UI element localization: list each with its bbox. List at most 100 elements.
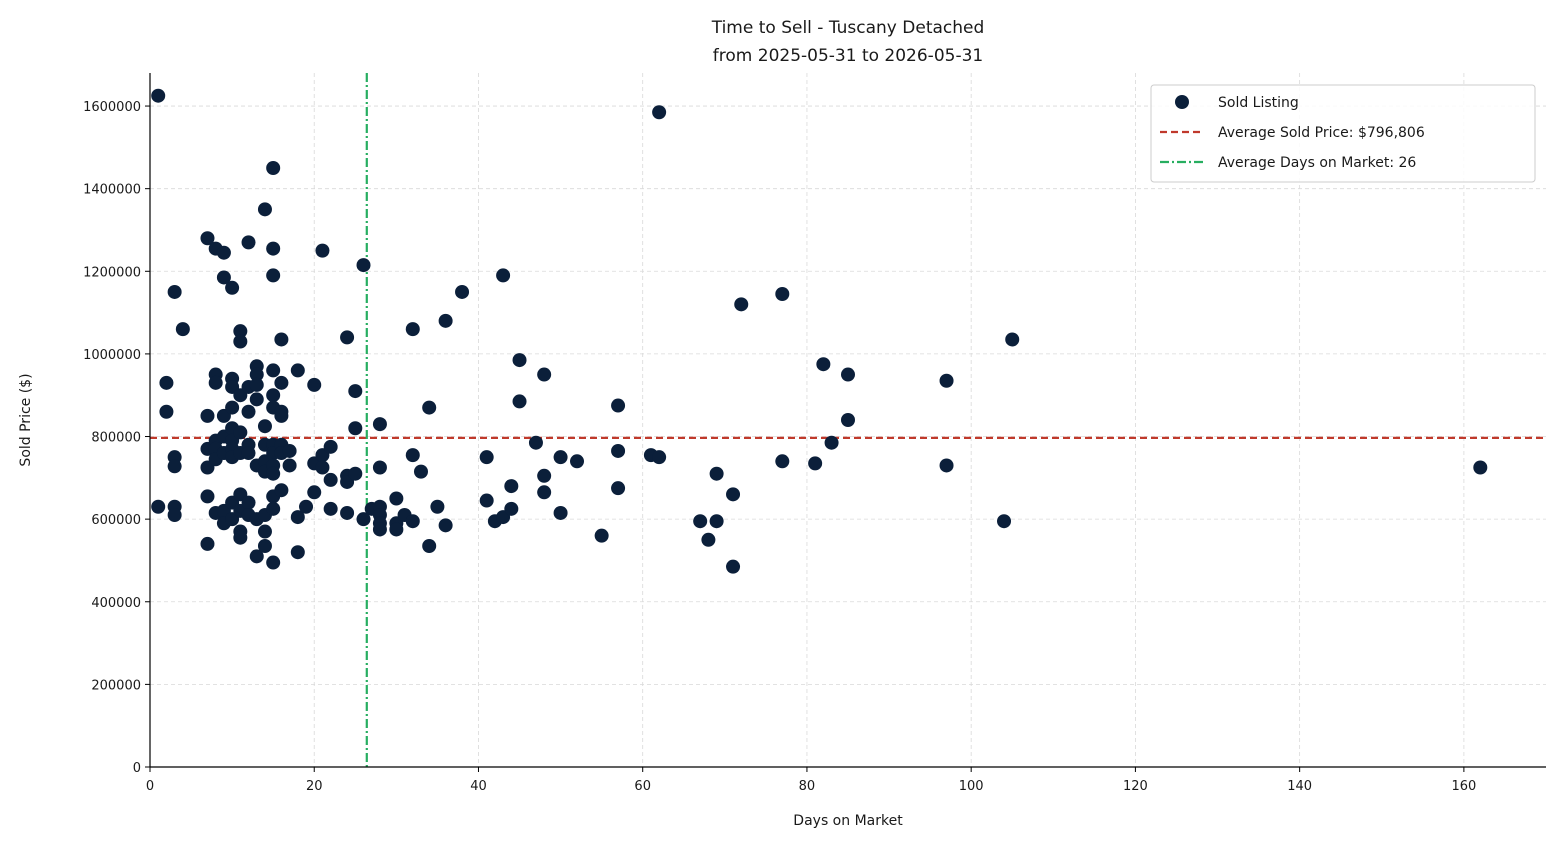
data-point (611, 481, 626, 496)
data-point (340, 505, 355, 520)
axes (149, 73, 1546, 768)
data-point (405, 322, 420, 337)
y-tick-label: 800000 (91, 431, 141, 446)
legend: Sold Listing Average Sold Price: $796,80… (1150, 84, 1536, 183)
data-point (290, 545, 305, 560)
data-point (512, 394, 527, 409)
data-point (405, 448, 420, 463)
data-point (709, 466, 724, 481)
x-tick-label: 160 (1451, 779, 1476, 794)
x-tick-label: 140 (1287, 779, 1312, 794)
legend-label-sold-listing: Sold Listing (1218, 95, 1299, 111)
y-tick-label: 1000000 (83, 348, 141, 363)
y-tick-label: 1600000 (83, 100, 141, 115)
x-tick-label: 60 (634, 779, 651, 794)
data-point (1005, 332, 1020, 347)
data-point (775, 287, 790, 302)
data-points (151, 88, 1488, 574)
data-point (726, 487, 741, 502)
data-point (504, 501, 519, 516)
x-tick-label: 100 (959, 779, 984, 794)
data-point (274, 483, 289, 498)
data-point (479, 450, 494, 465)
data-point (528, 435, 543, 450)
data-point (266, 555, 281, 570)
x-axis-label: Days on Market (793, 813, 903, 829)
average-lines (150, 73, 1546, 767)
data-point (372, 460, 387, 475)
data-point (315, 460, 330, 475)
data-point (340, 330, 355, 345)
data-point (241, 235, 256, 250)
data-point (323, 472, 338, 487)
data-point (455, 284, 470, 299)
data-point (701, 532, 716, 547)
data-point (299, 499, 314, 514)
data-point (225, 400, 240, 415)
data-point (553, 450, 568, 465)
y-tick-label: 0 (133, 761, 141, 776)
y-axis-label: Sold Price ($) (18, 373, 34, 466)
data-point (693, 514, 708, 529)
data-point (504, 479, 519, 494)
data-point (266, 466, 281, 481)
data-point (274, 375, 289, 390)
legend-box (1150, 84, 1536, 183)
data-point (175, 322, 190, 337)
data-point (939, 373, 954, 388)
data-point (389, 491, 404, 506)
data-point (233, 530, 248, 545)
legend-label-average-days: Average Days on Market: 26 (1218, 155, 1416, 171)
data-point (249, 377, 264, 392)
data-point (200, 536, 215, 551)
data-point (537, 468, 552, 483)
data-point (241, 404, 256, 419)
legend-label-average-price: Average Sold Price: $796,806 (1218, 125, 1425, 141)
data-point (233, 324, 248, 339)
y-tick-label: 200000 (91, 678, 141, 693)
data-point (734, 297, 749, 312)
data-point (389, 522, 404, 537)
data-point (816, 357, 831, 372)
data-point (709, 514, 724, 529)
data-point (997, 514, 1012, 529)
data-point (257, 419, 272, 434)
data-point (282, 443, 297, 458)
data-point (348, 466, 363, 481)
data-point (216, 270, 231, 285)
data-point (422, 400, 437, 415)
data-point (200, 489, 215, 504)
data-point (266, 241, 281, 256)
data-point (323, 439, 338, 454)
data-point (249, 392, 264, 407)
data-point (841, 367, 855, 382)
data-point (282, 458, 297, 473)
y-tick-label: 400000 (91, 596, 141, 611)
data-point (225, 280, 240, 295)
data-point (167, 459, 182, 474)
data-point (266, 268, 281, 283)
data-point (356, 258, 371, 273)
x-tick-label: 120 (1123, 779, 1148, 794)
data-point (323, 501, 338, 516)
data-point (159, 375, 174, 390)
data-point (200, 408, 215, 423)
data-point (422, 538, 437, 553)
data-point (208, 375, 223, 390)
data-point (348, 421, 363, 436)
chart-subtitle: from 2025-05-31 to 2026-05-31 (713, 46, 983, 66)
x-tick-label: 80 (799, 779, 816, 794)
data-point (274, 408, 289, 423)
x-tick-label: 0 (146, 779, 154, 794)
data-point (479, 493, 494, 508)
data-point (200, 231, 215, 246)
data-point (249, 367, 264, 382)
data-point (233, 425, 248, 440)
axis-ticks: 0 20 40 60 80 100 120 140 160 0 200000 400000 600000… (83, 100, 1476, 794)
data-point (307, 485, 322, 500)
data-point (241, 446, 256, 461)
data-point (430, 499, 445, 514)
data-point (307, 377, 322, 392)
data-point (611, 398, 626, 413)
